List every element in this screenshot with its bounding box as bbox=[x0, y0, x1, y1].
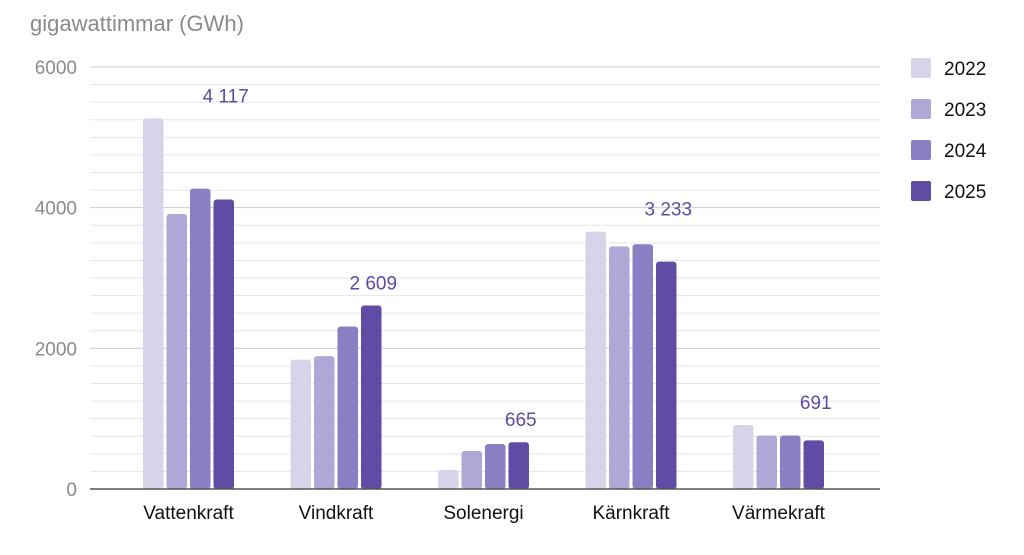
data-label: 3 233 bbox=[644, 200, 692, 221]
y-tick-label: 2000 bbox=[35, 339, 77, 360]
bar-2025-4 bbox=[803, 440, 824, 489]
y-tick-label: 6000 bbox=[35, 58, 77, 79]
legend-swatch-2024 bbox=[911, 140, 931, 160]
legend-label: 2025 bbox=[944, 182, 986, 203]
bar-2025-3 bbox=[656, 261, 677, 489]
legend-swatch-2023 bbox=[911, 99, 931, 119]
legend-swatch-2022 bbox=[911, 58, 931, 78]
bar-2025-2 bbox=[508, 442, 529, 489]
bar-2024-0 bbox=[190, 188, 211, 489]
bar-2023-3 bbox=[609, 246, 630, 489]
bar-2022-3 bbox=[585, 231, 606, 489]
data-label: 4 117 bbox=[203, 86, 249, 107]
data-label: 2 609 bbox=[349, 274, 397, 295]
legend-label: 2022 bbox=[944, 59, 986, 80]
bar-2025-1 bbox=[361, 305, 382, 489]
y-axis-ticks: 0 2000 4000 6000 bbox=[35, 58, 77, 501]
bars bbox=[143, 118, 824, 490]
y-tick-label: 0 bbox=[66, 480, 77, 501]
bar-2022-2 bbox=[438, 470, 459, 489]
x-category-label: Kärnkraft bbox=[592, 503, 670, 524]
bar-2023-4 bbox=[756, 435, 777, 489]
legend-label: 2023 bbox=[944, 100, 986, 121]
bar-2024-3 bbox=[632, 244, 653, 489]
bar-2022-4 bbox=[733, 424, 754, 489]
bar-2022-0 bbox=[143, 118, 164, 490]
data-labels: 4 117 2 609 665 3 233 691 bbox=[203, 86, 832, 431]
x-category-label: Värmekraft bbox=[732, 503, 826, 524]
bar-2023-1 bbox=[314, 356, 335, 489]
x-category-label: Solenergi bbox=[443, 503, 523, 524]
legend-label: 2024 bbox=[944, 141, 987, 162]
bar-2024-1 bbox=[337, 326, 358, 489]
bar-2024-4 bbox=[780, 435, 801, 489]
bar-2022-1 bbox=[290, 359, 311, 489]
bar-2023-2 bbox=[461, 451, 482, 489]
data-label: 691 bbox=[800, 393, 832, 414]
legend-swatch-2025 bbox=[911, 181, 931, 201]
y-tick-label: 4000 bbox=[35, 199, 77, 220]
data-label: 665 bbox=[505, 410, 537, 431]
x-category-label: Vindkraft bbox=[299, 503, 374, 524]
bar-2024-2 bbox=[485, 443, 506, 489]
legend: 2022 2023 2024 2025 bbox=[911, 58, 987, 203]
bar-2023-0 bbox=[166, 213, 187, 489]
x-axis-categories: Vattenkraft Vindkraft Solenergi Kärnkraft Vä… bbox=[143, 503, 825, 524]
y-axis-label: gigawattimmar (GWh) bbox=[30, 11, 244, 36]
bar-2025-0 bbox=[213, 199, 234, 489]
x-category-label: Vattenkraft bbox=[143, 503, 234, 524]
